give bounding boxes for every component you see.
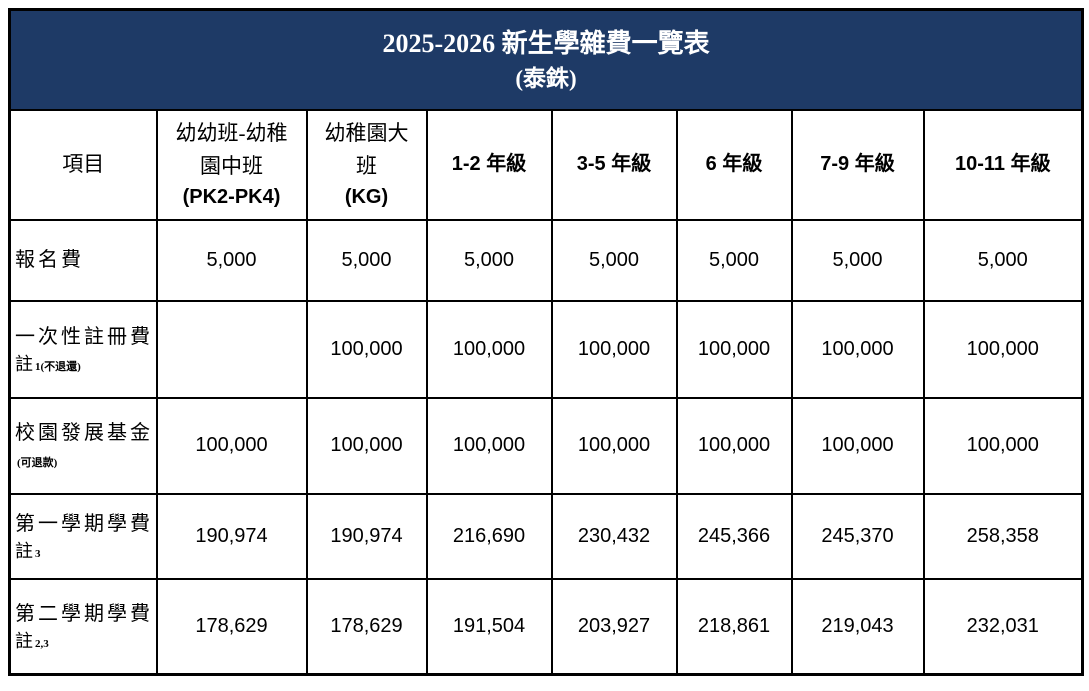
row-note-prefix: 註 xyxy=(15,353,33,374)
fee-cell: 203,927 xyxy=(550,577,678,676)
fee-cell: 100,000 xyxy=(425,299,553,399)
column-header-grade-7-9: 7-9 年級 xyxy=(790,108,925,221)
row-label: 報名費 xyxy=(8,218,158,302)
fee-cell: 178,629 xyxy=(155,577,308,676)
fee-cell: 245,366 xyxy=(675,492,793,580)
fee-cell: 5,000 xyxy=(550,218,678,302)
row-note-prefix: 註 xyxy=(15,540,33,561)
fee-cell: 5,000 xyxy=(155,218,308,302)
fee-cell: 219,043 xyxy=(790,577,925,676)
row-note-detail: (可退款) xyxy=(17,457,58,469)
column-header-label: 10-11 年級 xyxy=(954,153,1051,175)
column-header-kg: 幼稚園大班 (KG) xyxy=(305,108,428,221)
row-note: 註 1(不退還) xyxy=(15,352,154,376)
column-header-pk2-pk4: 幼幼班-幼稚園中班 (PK2-PK4) xyxy=(155,108,308,221)
row-label-text: 校園發展基金 xyxy=(15,422,153,444)
row-note-prefix: 註 xyxy=(15,630,33,651)
column-header-sublabel: (KG) xyxy=(344,186,389,209)
fee-cell: 100,000 xyxy=(425,396,553,495)
row-note-detail: 2,3 xyxy=(35,637,49,650)
row-note: 註 2,3 xyxy=(15,629,154,653)
column-header-grade-1-2: 1-2 年級 xyxy=(425,108,553,221)
column-header-label: 幼稚園大班 xyxy=(324,120,409,178)
column-header-item: 項目 xyxy=(8,108,158,221)
column-header-label: 1-2 年級 xyxy=(451,153,527,175)
column-header-label: 幼幼班-幼稚園中班 xyxy=(175,120,288,178)
fee-cell: 5,000 xyxy=(922,218,1084,302)
fee-cell xyxy=(155,299,308,399)
fee-cell: 5,000 xyxy=(790,218,925,302)
table-title-band: 2025-2026 新生學雜費一覽表 (泰銖) xyxy=(8,8,1084,111)
fee-cell: 178,629 xyxy=(305,577,428,676)
fee-cell: 100,000 xyxy=(550,299,678,399)
fee-cell: 100,000 xyxy=(305,396,428,495)
row-label-text: 一次性註冊費 xyxy=(15,325,153,348)
row-note-detail: 3 xyxy=(35,547,41,560)
fee-cell: 218,861 xyxy=(675,577,793,676)
fee-cell: 245,370 xyxy=(790,492,925,580)
fee-cell: 5,000 xyxy=(425,218,553,302)
table-title-currency: (泰銖) xyxy=(515,66,577,92)
column-header-label: 7-9 年級 xyxy=(820,153,895,175)
fee-cell: 100,000 xyxy=(550,396,678,495)
column-header-grade-3-5: 3-5 年級 xyxy=(550,108,678,221)
column-header-label: 6 年級 xyxy=(705,153,763,175)
fee-cell: 190,974 xyxy=(305,492,428,580)
row-note-detail: 1(不退還) xyxy=(35,360,81,373)
fee-cell: 230,432 xyxy=(550,492,678,580)
row-label: 校園發展基金 (可退款) xyxy=(8,396,158,495)
fee-cell: 191,504 xyxy=(425,577,553,676)
fee-row-one-time-registration: 一次性註冊費 註 1(不退還) 100,000 100,000 100,000 1… xyxy=(8,299,1084,399)
fee-cell: 100,000 xyxy=(790,396,925,495)
fees-table: 2025-2026 新生學雜費一覽表 (泰銖) 項目 幼幼班-幼稚園中班 (PK… xyxy=(8,8,1085,676)
column-header-sublabel: (PK2-PK4) xyxy=(182,186,281,209)
row-label: 第二學期學費 註 2,3 xyxy=(8,577,158,676)
fee-cell: 100,000 xyxy=(675,396,793,495)
fee-cell: 5,000 xyxy=(305,218,428,302)
table-title: 2025-2026 新生學雜費一覽表 xyxy=(382,29,710,59)
fee-row-application: 報名費 5,000 5,000 5,000 5,000 5,000 5,000 … xyxy=(8,218,1084,302)
row-label-text: 第二學期學費 xyxy=(15,602,153,625)
fee-cell: 190,974 xyxy=(155,492,308,580)
fee-cell: 100,000 xyxy=(675,299,793,399)
column-header-label: 3-5 年級 xyxy=(576,153,652,175)
fee-cell: 216,690 xyxy=(425,492,553,580)
fee-cell: 232,031 xyxy=(922,577,1084,676)
row-label-text: 報名費 xyxy=(15,248,84,271)
fee-row-second-semester-tuition: 第二學期學費 註 2,3 178,629 178,629 191,504 203,… xyxy=(8,577,1084,676)
row-label: 一次性註冊費 註 1(不退還) xyxy=(8,299,158,399)
column-header-grade-10-11: 10-11 年級 xyxy=(922,108,1084,221)
fee-cell: 100,000 xyxy=(155,396,308,495)
fee-cell: 100,000 xyxy=(305,299,428,399)
row-label-text: 第一學期學費 xyxy=(15,512,153,535)
column-header-grade-6: 6 年級 xyxy=(675,108,793,221)
fee-cell: 258,358 xyxy=(922,492,1084,580)
column-header-label: 項目 xyxy=(62,152,105,177)
fee-cell: 100,000 xyxy=(922,396,1084,495)
fee-row-development-fund: 校園發展基金 (可退款) 100,000 100,000 100,000 100… xyxy=(8,396,1084,495)
fee-cell: 5,000 xyxy=(675,218,793,302)
fee-cell: 100,000 xyxy=(790,299,925,399)
row-note: (可退款) xyxy=(15,448,154,472)
fee-cell: 100,000 xyxy=(922,299,1084,399)
